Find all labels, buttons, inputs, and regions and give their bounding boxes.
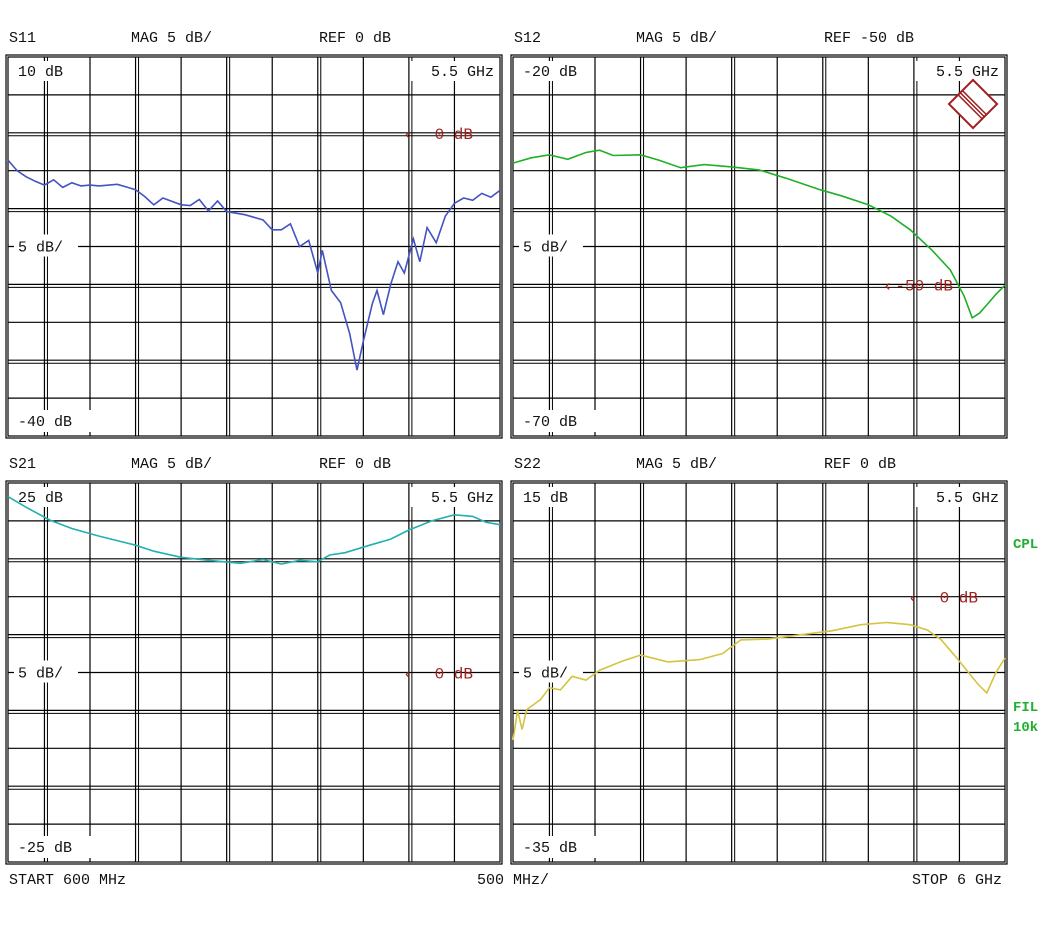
label-background — [519, 836, 599, 858]
bottom-scale-label: -70 dB — [523, 414, 577, 431]
stop-frequency-label: STOP 6 GHz — [912, 872, 1002, 889]
top-scale-label: 15 dB — [523, 490, 568, 507]
trace-title: S22 — [514, 456, 541, 473]
label-background — [14, 61, 86, 81]
format-label: MAG 5 dB/ — [131, 456, 212, 473]
label-background — [519, 660, 583, 683]
scale-per-div-label: 5 dB/ — [523, 666, 568, 683]
start-frequency-label: START 600 MHz — [9, 872, 126, 889]
ref-marker-arrow: ‹ — [908, 590, 918, 608]
ref-marker-label: 0 dB — [435, 666, 473, 684]
label-background — [14, 487, 86, 507]
top-scale-label: 25 dB — [18, 490, 63, 507]
panel-s22: S22 MAG 5 dB/REF 0 dB 15 dB -35 dB 5.5 GHz 5 … — [510, 456, 1008, 865]
ref-label: REF 0 dB — [319, 456, 391, 473]
top-scale-label: -20 dB — [523, 64, 577, 81]
bottom-scale-label: -35 dB — [523, 840, 577, 857]
ref-marker-arrow: ‹ — [403, 666, 413, 684]
coupled-indicator: CPL — [1013, 537, 1038, 553]
ref-marker-label: -50 dB — [895, 277, 953, 295]
filter-bandwidth-indicator: 10k — [1013, 720, 1038, 736]
trace-title: S21 — [9, 456, 36, 473]
scale-per-div-label: 5 dB/ — [18, 666, 63, 683]
panel-s12: S12 MAG 5 dB/REF -50 dB -20 dB -70 dB 5.5 GH… — [510, 30, 1008, 439]
trace-title: S11 — [9, 30, 36, 47]
label-background — [14, 410, 94, 432]
ref-marker-arrow: ‹ — [883, 277, 893, 295]
label-background — [915, 487, 1003, 507]
frequency-per-div-label: 500 MHz/ — [477, 872, 549, 889]
format-label: MAG 5 dB/ — [636, 456, 717, 473]
trace-s12 — [512, 149, 1006, 320]
trace-s22 — [512, 621, 1006, 741]
ref-marker-arrow: ‹ — [403, 126, 413, 144]
ref-marker-label: 0 dB — [940, 590, 978, 608]
label-background — [14, 660, 78, 683]
top-scale-label: 10 dB — [18, 64, 63, 81]
plot-border — [510, 480, 1008, 865]
trace-title: S12 — [514, 30, 541, 47]
panel-s21: S21 MAG 5 dB/REF 0 dB 25 dB -25 dB 5.5 GHz 5 … — [5, 456, 503, 865]
filter-indicator: FIL — [1013, 700, 1038, 716]
label-background — [410, 487, 498, 507]
bottom-scale-label: -25 dB — [18, 840, 72, 857]
frequency-label: 5.5 GHz — [936, 490, 999, 507]
label-background — [519, 410, 599, 432]
bottom-scale-label: -40 dB — [18, 414, 72, 431]
frequency-label: 5.5 GHz — [431, 490, 494, 507]
frequency-label: 5.5 GHz — [936, 64, 999, 81]
scale-per-div-label: 5 dB/ — [18, 240, 63, 257]
label-background — [519, 61, 591, 81]
ref-marker-label: 0 dB — [435, 126, 473, 144]
ref-label: REF 0 dB — [824, 456, 896, 473]
scale-per-div-label: 5 dB/ — [523, 240, 568, 257]
label-background — [14, 836, 94, 858]
label-background — [14, 234, 78, 257]
label-background — [519, 487, 591, 507]
label-background — [410, 61, 498, 81]
frequency-label: 5.5 GHz — [431, 64, 494, 81]
label-background — [519, 234, 583, 257]
trace-s21 — [7, 495, 501, 565]
label-background — [915, 61, 1003, 81]
panel-s11: S11 MAG 5 dB/REF 0 dB 10 dB -40 dB 5.5 GHz 5 … — [5, 30, 503, 439]
plot-border — [5, 54, 503, 439]
plot-border — [5, 480, 503, 865]
ref-label: REF 0 dB — [319, 30, 391, 47]
trace-s11 — [7, 159, 501, 371]
format-label: MAG 5 dB/ — [636, 30, 717, 47]
format-label: MAG 5 dB/ — [131, 30, 212, 47]
ref-label: REF -50 dB — [824, 30, 914, 47]
rs-logo — [947, 78, 999, 130]
plot-border — [510, 54, 1008, 439]
